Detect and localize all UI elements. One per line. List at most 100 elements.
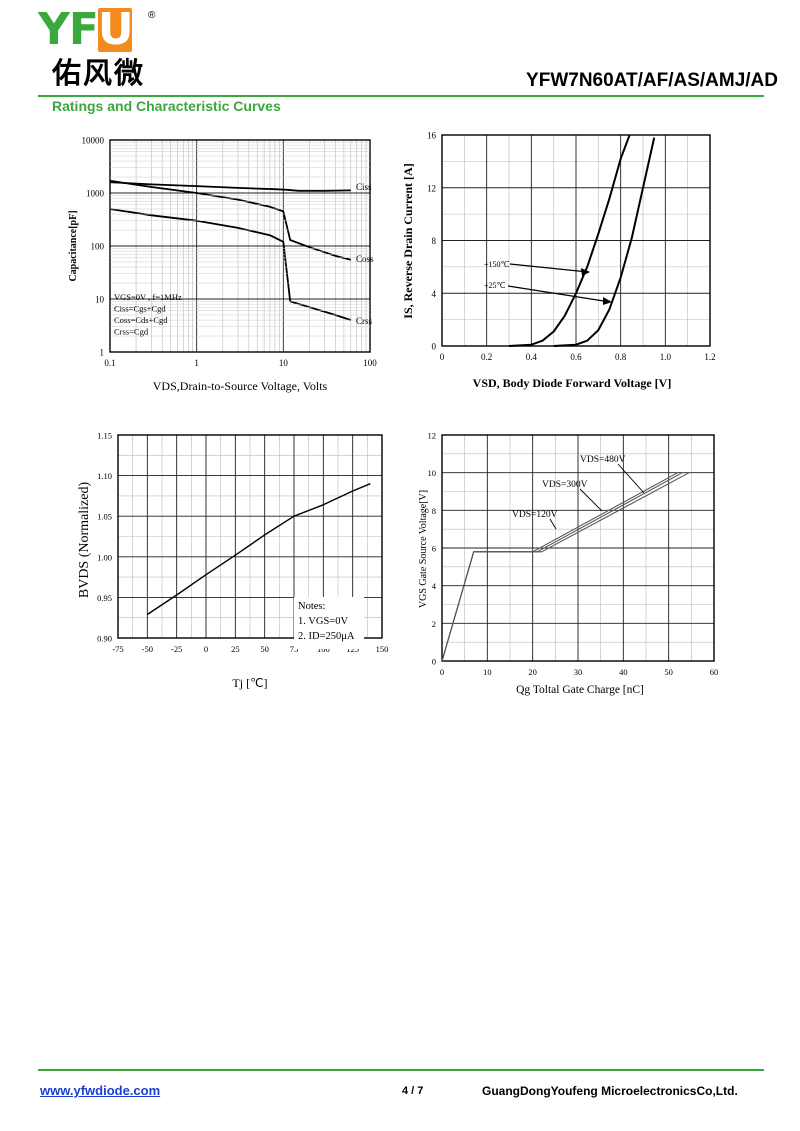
label-leader (549, 518, 557, 530)
series-line (109, 181, 351, 192)
x-tick-label: 1.2 (704, 352, 715, 362)
chart-note: 2. ID=250μA (298, 631, 355, 642)
y-tick-label: 16 (427, 131, 437, 141)
x-axis-title: VDS,Drain-to-Source Voltage, Volts (153, 379, 328, 393)
plot-frame (441, 134, 711, 347)
x-tick-label: 150 (376, 644, 389, 654)
y-tick-label: 10 (95, 295, 105, 305)
x-tick-label: 1.0 (660, 352, 672, 362)
series-label: Crss (356, 316, 373, 326)
y-tick-label: 12 (428, 431, 437, 441)
x-axis-title: Qg Toltal Gate Charge [nC] (516, 684, 644, 696)
series-label: VDS=480V (580, 455, 626, 465)
x-tick-label: 20 (528, 667, 537, 677)
company-logo: YFU ® 佑风微 (38, 8, 168, 98)
series-line (441, 472, 690, 662)
chart-note: Ciss=Cgs+Cgd (114, 304, 166, 314)
series-line (553, 137, 656, 347)
x-tick-label: 10 (483, 667, 492, 677)
x-tick-label: 25 (231, 644, 240, 654)
arrow-head (603, 297, 612, 305)
y-tick-label: 1.05 (97, 512, 112, 522)
capacitance-chart: 0.1 1 10 100110100100010000CissCossCrssVGS=… (68, 136, 377, 394)
y-axis-title: VGS Gate Source Voltage[V] (418, 490, 429, 608)
x-tick-label: -75 (112, 644, 123, 654)
series-line (109, 208, 352, 321)
chart-note: Notes: (298, 601, 325, 612)
x-tick-label: -50 (142, 644, 153, 654)
website-link[interactable]: www.yfwdiode.com (40, 1083, 161, 1098)
label-leader (617, 463, 645, 494)
x-tick-label: 30 (574, 667, 583, 677)
x-tick-label: -25 (171, 644, 182, 654)
y-axis-title: Capacitance[pF] (68, 210, 79, 281)
y-tick-label: 10 (428, 468, 437, 478)
y-tick-label: 1000 (86, 189, 105, 199)
y-tick-label: 0.90 (97, 634, 112, 644)
series-line (146, 483, 371, 616)
header-divider (38, 95, 764, 97)
registered-icon: ® (148, 10, 156, 21)
y-tick-label: 1.15 (97, 431, 112, 441)
page-number: 4 / 7 (402, 1085, 424, 1097)
y-tick-label: 0 (432, 657, 436, 667)
y-tick-label: 0 (432, 342, 437, 352)
series-label: VDS=120V (512, 510, 558, 520)
y-tick-label: 10000 (82, 136, 105, 146)
x-tick-label: 50 (664, 667, 673, 677)
plot-frame (441, 434, 715, 662)
x-tick-label: 10 (279, 358, 289, 368)
series-label: +150℃ (484, 260, 510, 269)
x-tick-label: 0 (440, 667, 444, 677)
notes-background (294, 597, 364, 649)
x-tick-label: 0 (440, 352, 445, 362)
chart-note: Coss=Cds+Cgd (114, 315, 168, 325)
annotation-arrow (509, 263, 589, 273)
y-tick-label: 4 (432, 581, 437, 591)
section-title: Ratings and Characteristic Curves (52, 98, 281, 114)
plot-frame (109, 139, 371, 353)
logo-mark: YFU (38, 4, 134, 55)
series-label: Ciss (356, 182, 372, 192)
part-number: YFW7N60AT/AF/AS/AMJ/AD (526, 70, 778, 91)
chart-note: 1. VGS=0V (298, 616, 348, 627)
series-label: +25℃ (484, 281, 506, 290)
y-tick-label: 1.00 (97, 552, 112, 562)
footer-divider (38, 1069, 764, 1071)
x-tick-label: 0 (204, 644, 208, 654)
series-label: Coss (356, 254, 374, 264)
x-axis-title: Tj [℃] (232, 676, 267, 690)
y-axis-title: IS, Reverse Drain Current [A] (401, 163, 415, 318)
label-leader (579, 488, 603, 512)
x-axis-title: VSD, Body Diode Forward Voltage [V] (473, 376, 672, 390)
series-line (508, 134, 631, 347)
x-tick-label: 50 (260, 644, 269, 654)
x-tick-label: 1 (194, 358, 199, 368)
x-tick-label: 0.6 (570, 352, 582, 362)
y-tick-label: 6 (432, 544, 436, 554)
y-tick-label: 0.95 (97, 593, 112, 603)
arrow-head (581, 268, 590, 276)
body-diode-chart: 0 0.2 0.4 0.6 0.8 1.0 1.2 0 4 8 12 16 +150℃ +25℃ VSD, … (401, 131, 716, 391)
x-tick-label: 60 (710, 667, 719, 677)
y-axis-title: BVDS (Normalized) (77, 482, 92, 599)
y-tick-label: 12 (427, 183, 436, 193)
chart-note: VGS=0V , f=1MHz (114, 292, 182, 302)
x-tick-label: 0.4 (526, 352, 538, 362)
y-tick-label: 1.10 (97, 471, 112, 481)
x-tick-label: 0.1 (104, 358, 115, 368)
bvdss-chart: -75-50-2502550751001251500.900.951.001.0… (77, 431, 389, 691)
x-tick-label: 0.8 (615, 352, 627, 362)
y-tick-label: 8 (432, 506, 436, 516)
x-tick-label: 0.2 (481, 352, 492, 362)
company-name: GuangDongYoufeng MicroelectronicsCo,Ltd. (482, 1084, 738, 1098)
series-label: VDS=300V (542, 480, 588, 490)
y-tick-label: 100 (91, 242, 105, 252)
x-tick-label: 100 (363, 358, 377, 368)
annotation-arrow (507, 285, 611, 303)
logo-chinese-text: 佑风微 (52, 56, 146, 90)
y-tick-label: 2 (432, 619, 436, 629)
x-tick-label: 40 (619, 667, 628, 677)
y-tick-label: 8 (432, 236, 437, 246)
gate-charge-chart: 0 10 20 30 40 50 60 0 2 4 6 8 10 12 VDS=120V VDS=300V VD… (418, 431, 719, 697)
